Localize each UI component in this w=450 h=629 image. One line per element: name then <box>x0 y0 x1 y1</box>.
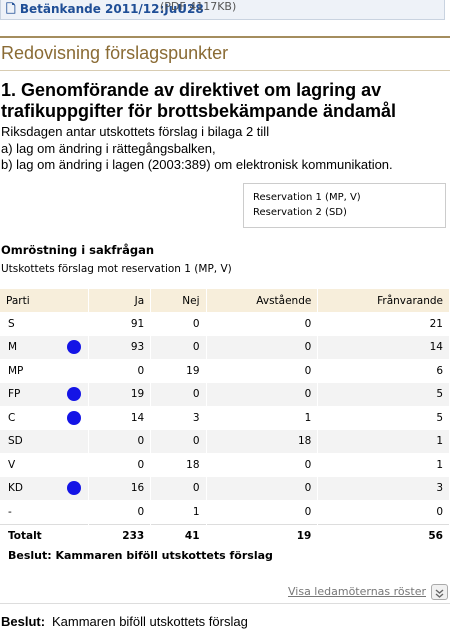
count-cell: 233 <box>88 523 152 548</box>
column-header: Avstående <box>206 289 319 312</box>
count-cell: 0 <box>88 359 152 383</box>
party-indicator <box>67 387 81 402</box>
column-header: Nej <box>150 289 207 312</box>
proposal-heading: 1. Genomförande av direktivet om lagring… <box>1 80 397 121</box>
party-cell: SD <box>0 429 89 453</box>
party-cell: - <box>0 500 89 524</box>
chevron-icon <box>435 589 444 598</box>
column-header: Parti <box>0 289 89 312</box>
party-cell: S <box>0 312 89 336</box>
party-indicator <box>67 340 81 355</box>
count-cell: 3 <box>317 476 450 500</box>
table-row: MP 0 19 0 6 <box>0 359 450 383</box>
count-cell: 18 <box>206 429 319 453</box>
vote-table: Parti Ja Nej Avstående Frånvarande S 91 0 0 21 M 9… <box>0 289 450 548</box>
count-cell: 0 <box>150 382 207 406</box>
count-cell: 14 <box>317 335 450 359</box>
table-row: M 93 0 0 14 <box>0 335 450 359</box>
count-cell: 0 <box>150 335 207 359</box>
intro-line: a) lag om ändring i rättegångsbalken, <box>1 141 216 156</box>
count-cell: 93 <box>88 335 152 359</box>
count-cell: 56 <box>317 523 450 548</box>
party-cell: M <box>0 335 89 359</box>
count-cell: 14 <box>88 406 152 430</box>
table-row: S 91 0 0 21 <box>0 312 450 336</box>
party-indicator <box>67 410 81 425</box>
column-header: Frånvarande <box>317 289 450 312</box>
reservation[interactable]: Reservation 1 (MP, V) <box>253 192 361 203</box>
party-cell: Totalt <box>0 523 89 548</box>
count-cell: 0 <box>206 476 319 500</box>
count-cell: 41 <box>150 523 207 548</box>
party-cell: V <box>0 453 89 477</box>
divider <box>0 36 450 38</box>
count-cell: 0 <box>206 335 319 359</box>
column-header: Ja <box>88 289 152 312</box>
party-indicator <box>67 481 81 496</box>
count-cell: 0 <box>206 453 319 477</box>
count-cell: 0 <box>150 312 207 336</box>
table-row: KD 16 0 0 3 <box>0 476 450 500</box>
count-cell: 0 <box>206 312 319 336</box>
table-row: SD 0 0 18 1 <box>0 429 450 453</box>
party-cell: FP <box>0 382 89 406</box>
count-cell: 0 <box>88 453 152 477</box>
final-decision-text: Kammaren biföll utskottets förslag <box>52 614 248 629</box>
count-cell: 0 <box>206 359 319 383</box>
file-info: (PDF 4117KB) <box>160 0 237 13</box>
intro-line: b) lag om ändring i lagen (2003:389) om … <box>1 157 393 172</box>
vote-title: Omröstning i sakfrågan <box>1 243 155 257</box>
table-row: V 0 18 0 1 <box>0 453 450 477</box>
table-row: C 14 3 1 5 <box>0 406 450 430</box>
count-cell: 21 <box>317 312 450 336</box>
count-cell: 5 <box>317 406 450 430</box>
count-cell: 19 <box>206 523 319 548</box>
count-cell: 0 <box>150 476 207 500</box>
party-cell: C <box>0 406 89 430</box>
count-cell: 19 <box>88 382 152 406</box>
header-row: Parti Ja Nej Avstående Frånvarande <box>0 289 450 312</box>
count-cell: 18 <box>150 453 207 477</box>
table-row: Totalt 233 41 19 56 <box>0 523 450 548</box>
document-link-text[interactable]: Betänkande 2011/12:JuU28 <box>19 2 204 16</box>
final-decision-label: Beslut: <box>1 614 46 629</box>
table-row: FP 19 0 0 5 <box>0 382 450 406</box>
vote-subtitle: Utskottets förslag mot reservation 1 (MP… <box>1 263 232 275</box>
reservations-box <box>243 183 446 228</box>
count-cell: 3 <box>150 406 207 430</box>
count-cell: 91 <box>88 312 152 336</box>
count-cell: 1 <box>317 429 450 453</box>
section-title: Redovisning förslagspunkter <box>1 43 229 63</box>
count-cell: 1 <box>150 500 207 524</box>
count-cell: 5 <box>317 382 450 406</box>
count-cell: 6 <box>317 359 450 383</box>
party-cell: KD <box>0 476 89 500</box>
count-cell: 0 <box>150 429 207 453</box>
divider <box>0 603 450 604</box>
count-cell: 0 <box>206 382 319 406</box>
count-cell: 16 <box>88 476 152 500</box>
count-cell: 0 <box>206 500 319 524</box>
intro-line: Riksdagen antar utskottets förslag i bil… <box>1 124 270 139</box>
count-cell: 1 <box>317 453 450 477</box>
show-votes-link[interactable]: Visa ledamöternas röster <box>288 585 426 598</box>
decision: Beslut: Kammaren biföll utskottets försl… <box>8 549 273 562</box>
count-cell: 19 <box>150 359 207 383</box>
count-cell: 0 <box>88 500 152 524</box>
reservation[interactable]: Reservation 2 (SD) <box>253 207 347 218</box>
divider <box>0 70 450 71</box>
count-cell: 0 <box>88 429 152 453</box>
document-box <box>0 0 445 20</box>
expand-button[interactable] <box>431 584 448 600</box>
count-cell: 0 <box>317 500 450 524</box>
party-cell: MP <box>0 359 89 383</box>
count-cell: 1 <box>206 406 319 430</box>
document-link[interactable]: 🗋 Betänkande 2011/12:JuU28 <box>6 2 204 16</box>
